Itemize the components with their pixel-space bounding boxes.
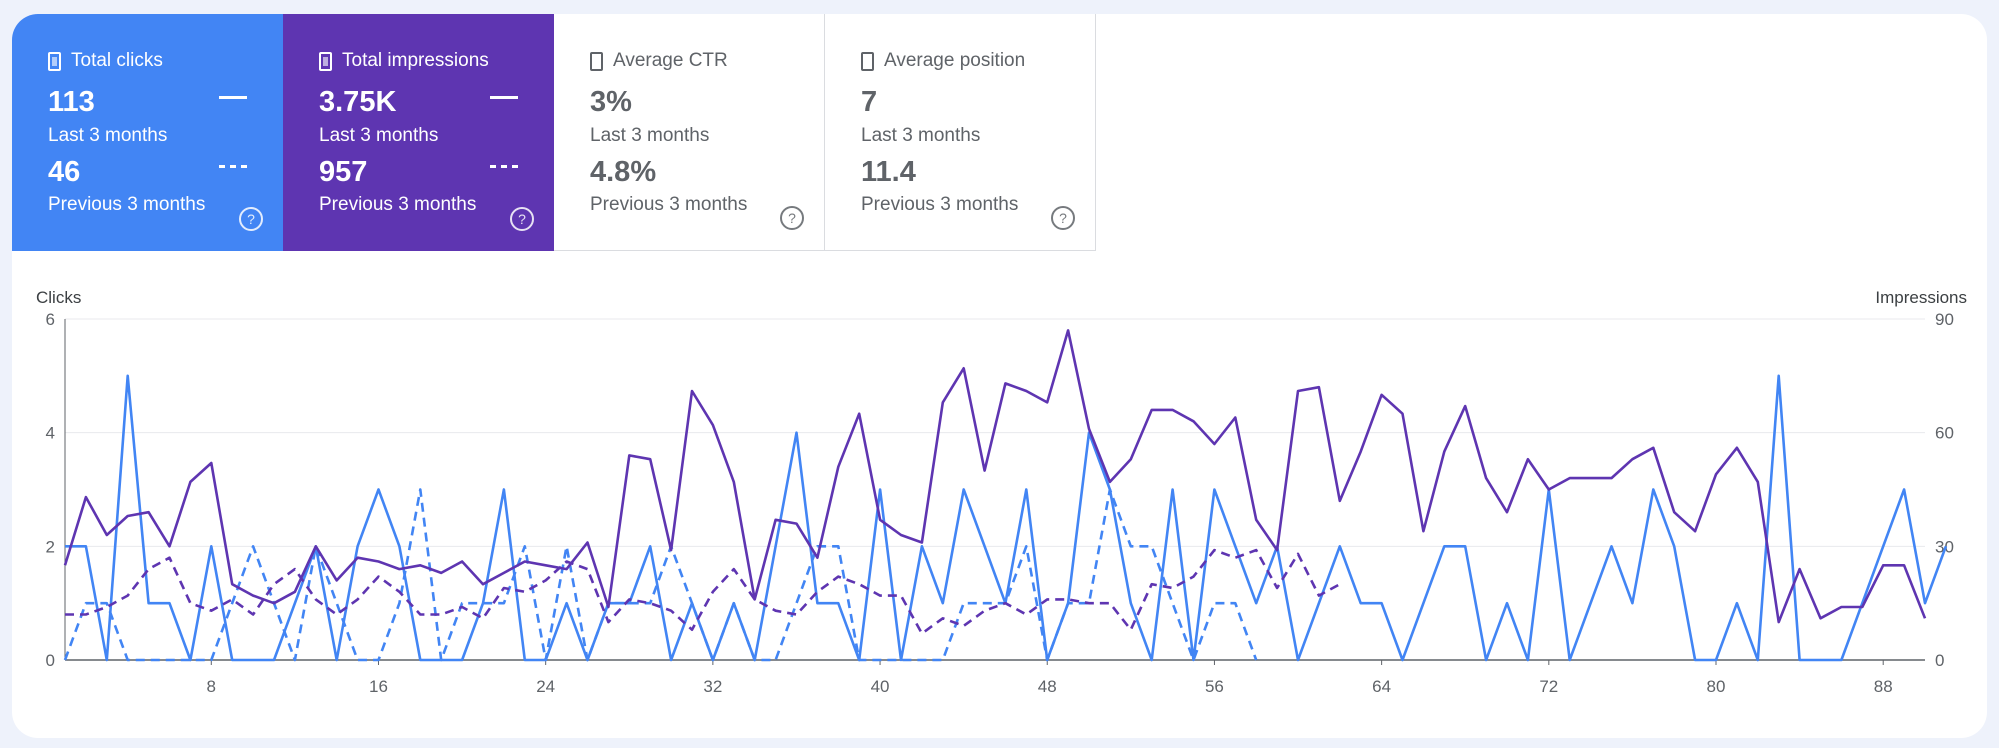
y-axis-left-title: Clicks	[36, 288, 81, 307]
series-line-clicks_current	[65, 374, 1948, 662]
metric-tabs: Total clicks 113 Last 3 months 46 Previo…	[12, 14, 1096, 251]
metric-header: Total impressions	[319, 50, 489, 72]
y-tick-right-label: 60	[1935, 424, 1954, 443]
metric-value: 7	[861, 86, 878, 118]
dashed-line-legend-icon	[490, 165, 518, 168]
dashed-line-legend-icon	[219, 165, 247, 168]
help-icon[interactable]: ?	[780, 206, 804, 230]
metric-total-impressions[interactable]: Total impressions 3.75K Last 3 months 95…	[283, 14, 554, 251]
performance-card: Total clicks 113 Last 3 months 46 Previo…	[12, 14, 1987, 738]
metric-header: Average position	[861, 50, 1025, 72]
x-tick-label: 56	[1205, 677, 1224, 696]
y-axis-right-title: Impressions	[1875, 288, 1967, 307]
metric-value: 3.75K	[319, 86, 397, 118]
y-tick-right-label: 90	[1935, 310, 1954, 329]
x-tick-label: 64	[1372, 677, 1391, 696]
y-tick-left-label: 2	[46, 537, 55, 556]
x-tick-label: 16	[369, 677, 388, 696]
checkbox-unchecked-icon[interactable]	[861, 51, 874, 71]
x-tick-label: 8	[207, 677, 216, 696]
y-tick-right-label: 0	[1935, 651, 1944, 670]
metric-total-clicks[interactable]: Total clicks 113 Last 3 months 46 Previo…	[12, 14, 283, 251]
y-tick-left-label: 0	[46, 651, 55, 670]
metric-title: Total impressions	[342, 50, 489, 71]
metric-value-label: Last 3 months	[861, 125, 981, 146]
help-icon[interactable]: ?	[239, 207, 263, 231]
x-axis-ticks: 8 16 24 32 40 48 56 64 72 80 88	[207, 660, 1893, 696]
metric-average-position[interactable]: Average position 7 Last 3 months 11.4 Pr…	[825, 14, 1096, 251]
metric-header: Average CTR	[590, 50, 728, 72]
metric-average-ctr[interactable]: Average CTR 3% Last 3 months 4.8% Previo…	[554, 14, 825, 251]
checkbox-checked-icon[interactable]	[319, 51, 332, 71]
series-line-impressions_current	[63, 329, 1927, 624]
metric-value: 113	[48, 86, 95, 118]
metric-previous-value: 4.8%	[590, 156, 657, 188]
x-tick-label: 80	[1707, 677, 1726, 696]
metric-value-label: Last 3 months	[48, 125, 168, 146]
metric-previous-label: Previous 3 months	[590, 194, 748, 215]
metric-title: Total clicks	[71, 50, 163, 71]
x-tick-label: 88	[1874, 677, 1893, 696]
metric-header: Total clicks	[48, 50, 163, 72]
metric-title: Average CTR	[613, 50, 728, 71]
x-tick-label: 24	[536, 677, 555, 696]
series-line-impressions_previous	[65, 548, 1341, 635]
checkbox-checked-icon[interactable]	[48, 51, 61, 71]
help-icon[interactable]: ?	[1051, 206, 1075, 230]
y-tick-left-label: 6	[46, 310, 55, 329]
metric-previous-value: 11.4	[861, 156, 916, 188]
solid-line-legend-icon	[219, 96, 247, 99]
x-tick-label: 32	[703, 677, 722, 696]
metric-previous-label: Previous 3 months	[48, 194, 206, 215]
metric-value: 3%	[590, 86, 632, 118]
solid-line-legend-icon	[490, 96, 518, 99]
metric-previous-value: 957	[319, 156, 368, 188]
x-tick-label: 72	[1539, 677, 1558, 696]
checkbox-unchecked-icon[interactable]	[590, 51, 603, 71]
x-tick-label: 48	[1038, 677, 1057, 696]
y-tick-left-label: 4	[46, 424, 55, 443]
x-tick-label: 40	[871, 677, 890, 696]
metric-title: Average position	[884, 50, 1026, 71]
metric-previous-label: Previous 3 months	[319, 194, 477, 215]
help-icon[interactable]: ?	[510, 207, 534, 231]
series-line-clicks_previous	[63, 488, 1258, 662]
chart-series	[63, 329, 1948, 662]
y-axis-left-ticks: 0 2 4 6	[46, 310, 55, 670]
metric-value-label: Last 3 months	[319, 125, 439, 146]
metric-previous-label: Previous 3 months	[861, 194, 1019, 215]
metric-value-label: Last 3 months	[590, 125, 710, 146]
metric-previous-value: 46	[48, 156, 81, 188]
